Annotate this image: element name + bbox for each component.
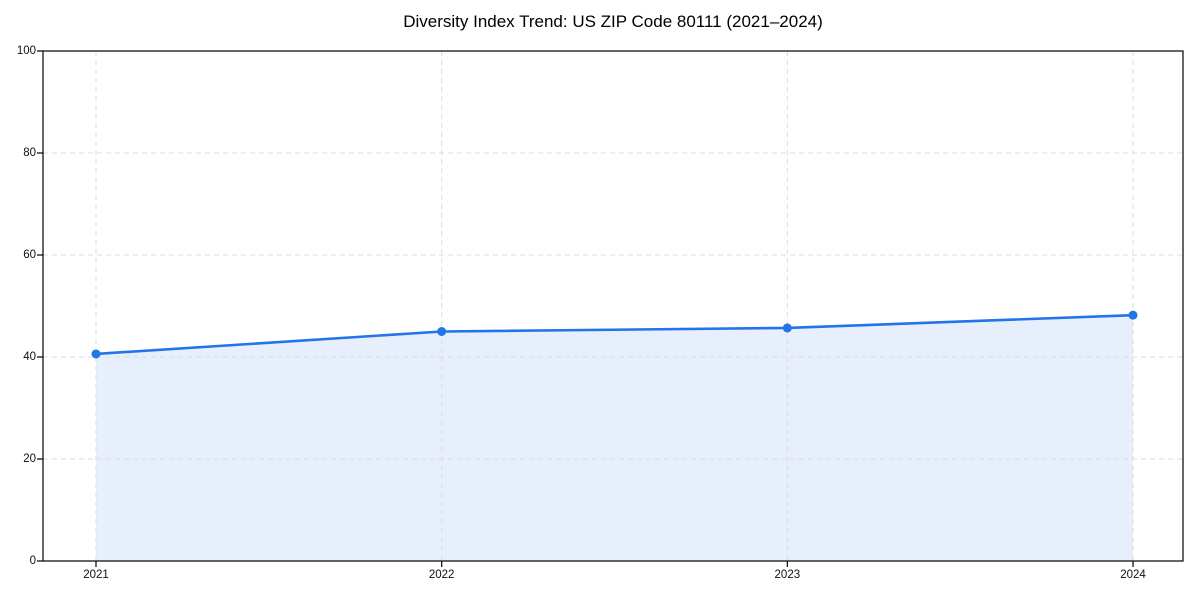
y-tick-label: 100	[16, 45, 36, 57]
data-point	[91, 349, 101, 359]
chart-title: Diversity Index Trend: US ZIP Code 80111…	[403, 12, 823, 31]
data-point	[1128, 310, 1138, 320]
data-point	[782, 323, 792, 333]
x-tick-label: 2024	[1120, 569, 1146, 581]
y-tick-label: 0	[29, 555, 36, 567]
y-tick-label: 60	[23, 249, 36, 261]
y-tick-label: 80	[23, 147, 36, 159]
y-tick-label: 40	[23, 351, 36, 363]
y-tick-label: 20	[23, 453, 36, 465]
data-point	[437, 327, 447, 336]
plot-border	[42, 50, 1184, 562]
x-tick-label: 2023	[774, 569, 801, 581]
data-line	[94, 313, 1135, 356]
x-tick-label: 2022	[428, 569, 455, 581]
area-fill	[96, 315, 1133, 561]
x-tick-label: 2021	[83, 569, 109, 581]
